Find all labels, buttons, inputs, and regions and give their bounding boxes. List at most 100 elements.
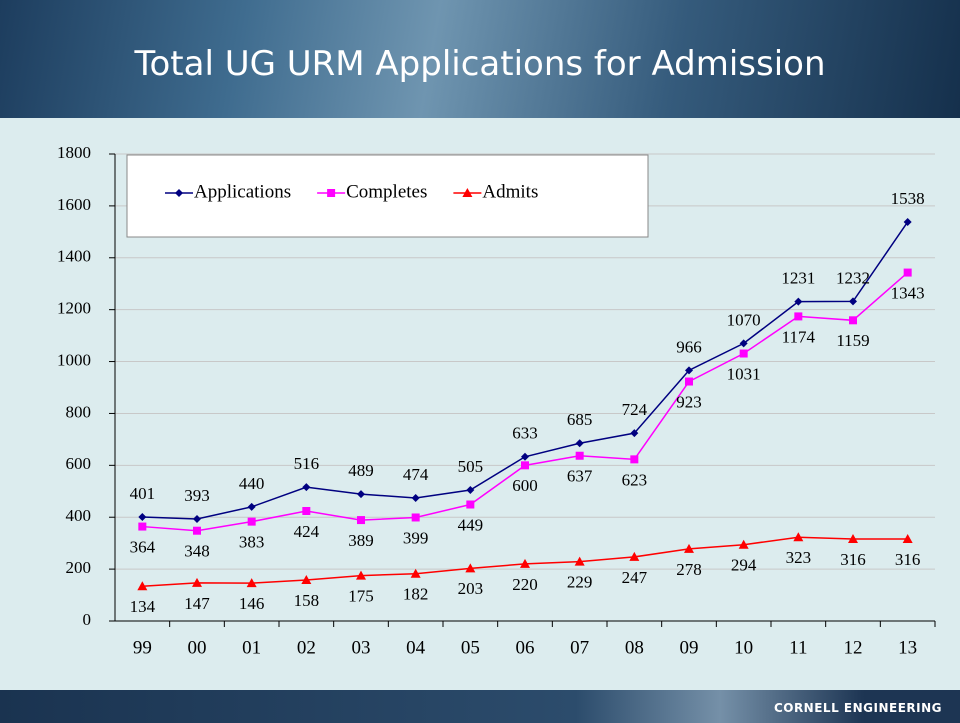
data-point <box>738 539 749 549</box>
data-label: 348 <box>184 542 210 561</box>
data-label: 724 <box>622 400 648 419</box>
data-point <box>247 502 256 511</box>
data-point <box>302 483 311 492</box>
data-label: 966 <box>676 337 702 356</box>
data-label: 203 <box>458 579 484 598</box>
data-label: 316 <box>895 550 921 569</box>
legend-label: Completes <box>346 181 427 202</box>
data-label: 1538 <box>891 189 925 208</box>
x-tick-label: 08 <box>625 637 644 658</box>
data-label: 393 <box>184 486 210 505</box>
data-point <box>793 532 804 542</box>
data-label: 424 <box>294 522 320 541</box>
data-label: 175 <box>348 587 374 606</box>
data-point <box>138 512 147 521</box>
x-tick-label: 04 <box>406 637 426 658</box>
data-point <box>466 500 475 509</box>
data-point <box>902 534 913 544</box>
data-label: 449 <box>458 515 484 534</box>
y-tick-label: 200 <box>66 558 92 577</box>
data-label: 182 <box>403 585 429 604</box>
data-label: 489 <box>348 461 374 480</box>
legend-marker <box>462 188 473 197</box>
data-point <box>411 513 420 522</box>
y-tick-label: 600 <box>66 454 92 473</box>
data-point <box>794 312 803 321</box>
chart: 0 200 400 600 800 1000 1200 1400 1600 1800 99 00 01 0… <box>57 143 936 658</box>
footer-text: CORNELL ENGINEERING <box>773 701 942 715</box>
data-point <box>302 506 311 515</box>
x-tick-label: 02 <box>297 637 316 658</box>
data-point <box>684 543 694 553</box>
data-label: 685 <box>567 410 593 429</box>
legend-label: Applications <box>194 181 291 202</box>
data-point <box>629 551 640 561</box>
data-label: 294 <box>731 556 757 575</box>
x-tick-label: 07 <box>570 637 589 658</box>
data-label: 1159 <box>836 331 869 350</box>
x-tick-label: 99 <box>133 637 152 658</box>
data-point <box>685 366 693 375</box>
legend-marker <box>327 189 336 197</box>
data-point <box>575 451 584 460</box>
data-point <box>192 577 202 587</box>
data-point <box>685 377 693 386</box>
data-point <box>138 522 147 531</box>
data-label: 633 <box>512 424 538 443</box>
x-tick-label: 00 <box>188 637 207 658</box>
data-point <box>575 439 584 448</box>
data-label: 158 <box>294 591 320 610</box>
data-label: 1232 <box>836 268 870 287</box>
data-label: 1031 <box>727 364 761 383</box>
data-point <box>630 455 639 464</box>
data-point <box>630 429 639 438</box>
data-point <box>739 339 748 348</box>
data-point <box>465 563 476 573</box>
legend-marker <box>175 189 183 197</box>
x-tick-label: 03 <box>352 637 371 658</box>
data-label: 516 <box>294 454 320 473</box>
data-point <box>411 494 420 503</box>
data-point <box>356 570 366 580</box>
data-label: 600 <box>512 476 538 495</box>
data-point <box>903 217 912 226</box>
data-point <box>246 578 257 588</box>
data-point <box>357 490 365 499</box>
y-tick-label: 1800 <box>57 143 91 162</box>
data-label: 134 <box>130 597 156 616</box>
data-label: 389 <box>348 531 374 550</box>
data-point <box>466 485 475 494</box>
x-tick-label: 12 <box>844 637 863 658</box>
data-label: 1343 <box>891 283 925 302</box>
data-point <box>849 316 857 325</box>
data-label: 278 <box>676 560 702 579</box>
data-label: 505 <box>458 457 484 476</box>
data-label: 220 <box>512 575 538 594</box>
data-label: 399 <box>403 528 429 547</box>
y-tick-label: 400 <box>66 506 92 525</box>
data-label: 146 <box>239 594 265 613</box>
data-label: 323 <box>786 548 812 567</box>
data-point <box>137 581 148 591</box>
data-point <box>848 534 858 544</box>
data-point <box>193 526 201 535</box>
y-tick-label: 1400 <box>57 247 91 266</box>
data-label: 474 <box>403 465 429 484</box>
data-point <box>410 568 421 578</box>
data-label: 1070 <box>727 310 761 329</box>
x-tick-label: 01 <box>242 637 261 658</box>
x-tick-label: 06 <box>516 637 535 658</box>
data-label: 923 <box>676 392 702 411</box>
y-tick-label: 0 <box>83 610 92 629</box>
data-point <box>193 515 201 524</box>
data-point <box>520 558 530 568</box>
data-label: 401 <box>130 484 156 503</box>
header: Total UG URM Applications for Admission <box>0 0 960 118</box>
data-point <box>574 556 585 566</box>
data-point <box>521 461 529 470</box>
data-point <box>739 349 748 358</box>
data-point <box>521 452 529 461</box>
data-label: 1174 <box>782 327 816 346</box>
data-label: 623 <box>622 470 648 489</box>
chart-title: Total UG URM Applications for Admission <box>134 44 826 84</box>
